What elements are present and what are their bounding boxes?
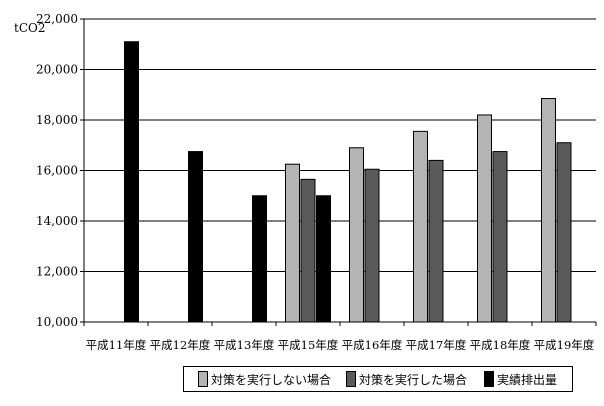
legend-swatch-no-measures xyxy=(198,371,208,387)
y-axis-label: tCO2 xyxy=(14,21,45,35)
x-tick-label: 平成15年度 xyxy=(278,338,339,352)
legend-item-no-measures: 対策を実行しない場合 xyxy=(198,370,331,388)
x-tick-label: 平成19年度 xyxy=(534,338,595,352)
legend-swatch-actual xyxy=(484,371,494,387)
y-tick-label: 12,000 xyxy=(36,265,78,279)
bar xyxy=(124,41,139,323)
y-tick-label: 22,000 xyxy=(36,12,78,26)
bar xyxy=(492,151,508,323)
bar xyxy=(556,142,572,323)
x-tick-label: 平成17年度 xyxy=(406,338,467,352)
legend: 対策を実行しない場合 対策を実行した場合 実績排出量 xyxy=(183,366,573,392)
legend-item-with-measures: 対策を実行した場合 xyxy=(346,370,467,388)
x-tick-label: 平成13年度 xyxy=(214,338,275,352)
y-tick-label: 14,000 xyxy=(36,214,78,228)
y-tick-label: 10,000 xyxy=(36,315,78,329)
bar xyxy=(349,147,364,323)
x-tick-label: 平成18年度 xyxy=(470,338,531,352)
legend-swatch-with-measures xyxy=(346,371,356,387)
bar xyxy=(541,98,556,323)
x-tick-label: 平成16年度 xyxy=(342,338,403,352)
bar xyxy=(285,163,300,323)
bar xyxy=(316,195,331,323)
x-tick-label: 平成11年度 xyxy=(86,338,147,352)
legend-label-with-measures: 対策を実行した場合 xyxy=(359,372,468,387)
bar xyxy=(428,159,444,323)
bar xyxy=(413,130,428,323)
y-tick-label: 18,000 xyxy=(36,113,78,127)
x-tick-label: 平成12年度 xyxy=(150,338,211,352)
legend-label-actual: 実績排出量 xyxy=(497,372,558,387)
bar xyxy=(188,151,203,323)
bar xyxy=(300,178,316,323)
bar xyxy=(252,195,267,323)
bar xyxy=(364,168,380,323)
legend-label-no-measures: 対策を実行しない場合 xyxy=(211,372,332,387)
y-tick-label: 16,000 xyxy=(36,164,78,178)
legend-item-actual: 実績排出量 xyxy=(484,370,557,388)
bar xyxy=(477,114,492,323)
y-tick-label: 20,000 xyxy=(36,63,78,77)
